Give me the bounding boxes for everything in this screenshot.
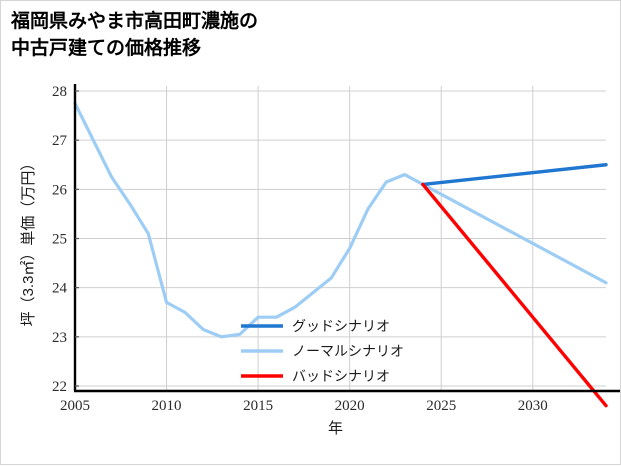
x-tick-label: 2015 <box>243 398 273 414</box>
axis-titles-group: 年 坪（3.3㎡）単価（万円） <box>20 156 343 437</box>
y-tick-label: 26 <box>52 182 68 198</box>
x-tick-label: 2010 <box>152 398 182 414</box>
tick-labels-group: 22 23 24 25 26 27 28 2005 2010 2015 2020 2025 2030 <box>52 84 548 414</box>
chart-title: 福岡県みやま市高田町濃施の 中古戸建ての価格推移 <box>11 11 259 59</box>
y-tick-label: 24 <box>52 281 68 297</box>
axes-group <box>73 84 620 393</box>
y-tick-label: 23 <box>52 330 67 346</box>
x-tick-label: 2030 <box>518 398 548 414</box>
legend-label: グッドシナリオ <box>292 318 390 334</box>
x-tick-label: 2005 <box>60 398 90 414</box>
y-tick-label: 28 <box>52 84 67 100</box>
x-axis-title: 年 <box>328 420 343 437</box>
data-series-group <box>73 101 608 408</box>
series-line <box>421 182 608 408</box>
legend-label: ノーマルシナリオ <box>292 343 404 359</box>
legend-label: バッドシナリオ <box>292 368 390 384</box>
series-line <box>73 101 608 339</box>
y-axis-title: 坪（3.3㎡）単価（万円） <box>20 156 37 327</box>
series-line <box>421 163 608 187</box>
x-tick-label: 2020 <box>335 398 365 414</box>
x-tick-label: 2025 <box>426 398 456 414</box>
y-tick-label: 27 <box>52 133 68 149</box>
y-tick-label: 22 <box>52 379 67 395</box>
y-tick-label: 25 <box>52 232 67 248</box>
